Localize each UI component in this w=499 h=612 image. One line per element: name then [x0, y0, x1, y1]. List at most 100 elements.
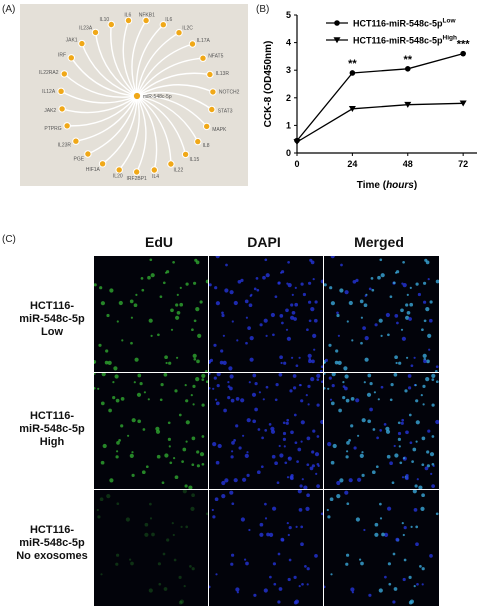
- row-label-line: High: [39, 436, 65, 448]
- gene-node: [188, 40, 197, 48]
- network-edge: [122, 20, 138, 97]
- y-axis-label: CCK-8 (OD450nm): [263, 41, 274, 128]
- gene-node: [84, 150, 92, 158]
- panel-a-label: (A): [2, 4, 16, 15]
- data-point: [293, 139, 301, 146]
- gene-node: [98, 160, 107, 168]
- gene-node: [167, 160, 175, 168]
- series-line: [296, 102, 464, 143]
- gene-node: [199, 54, 207, 62]
- gene-label: IL20: [113, 174, 123, 180]
- micrograph-low-dapi: [209, 256, 323, 372]
- gene-label: STAT3: [218, 109, 233, 115]
- network-edge: [94, 32, 138, 97]
- row-label-line: HCT116-: [29, 300, 75, 312]
- y-tick-label: 0: [286, 148, 291, 158]
- network-edge: [136, 95, 147, 173]
- network-edge: [136, 43, 193, 97]
- gene-label: IL8: [203, 143, 210, 149]
- micrograph-low-edu: [94, 256, 208, 372]
- gene-label: JAK1: [66, 38, 78, 44]
- gene-label: IL17A: [197, 38, 211, 44]
- gene-node: [159, 21, 168, 29]
- panel-b-label: (B): [256, 4, 270, 15]
- series-line: [296, 52, 464, 142]
- x-tick-label: 72: [458, 159, 468, 169]
- y-tick-label: 3: [286, 65, 291, 75]
- network-edge: [136, 57, 204, 97]
- y-tick-label: 5: [286, 10, 291, 20]
- gene-node: [133, 168, 141, 176]
- gene-node: [203, 122, 211, 131]
- micrograph-grid: [94, 256, 441, 606]
- legend-label: HCT116-miR-548c-5pLow: [353, 18, 456, 29]
- network-edge: [70, 57, 138, 97]
- gene-label: IL12A: [42, 89, 56, 95]
- gene-label: IL2C: [182, 26, 193, 32]
- gene-node: [150, 166, 159, 174]
- legend-marker: [333, 37, 341, 44]
- gene-label: NFKB1: [139, 13, 155, 19]
- gene-label: IL6: [124, 13, 131, 19]
- gene-node: [175, 29, 183, 37]
- gene-label: MAPK: [212, 127, 227, 133]
- column-header-merged: Merged: [354, 234, 404, 250]
- gene-label: IL4: [152, 174, 159, 180]
- gene-node: [107, 20, 116, 29]
- micrograph-no-exosomes-merged: [324, 490, 439, 606]
- legend-marker: [334, 20, 340, 26]
- row-label-line: Low: [41, 326, 63, 338]
- gene-label: IL13R: [216, 71, 230, 77]
- y-tick-label: 4: [286, 38, 291, 48]
- gene-node: [115, 166, 123, 174]
- network-edge: [60, 90, 138, 104]
- gene-node: [67, 54, 75, 62]
- y-tick-label: 1: [286, 120, 291, 130]
- data-point: [460, 50, 466, 57]
- gene-label: NOTCH2: [219, 90, 240, 96]
- row-label-line: HCT116-: [29, 524, 75, 536]
- gene-label: NFAT5: [208, 53, 223, 59]
- row-label-line: No exosomes: [16, 550, 88, 562]
- gene-node: [208, 105, 216, 114]
- network-edge: [87, 95, 138, 155]
- network-edge: [61, 95, 138, 114]
- gene-label: IRF2BP1: [127, 176, 148, 182]
- center-mirna-label: miR-548c-5p: [143, 94, 172, 100]
- gene-node: [58, 105, 66, 113]
- gene-label: IRF: [58, 53, 66, 59]
- gene-label: IL22RA2: [39, 70, 59, 76]
- gene-node: [91, 28, 100, 37]
- gene-label: IL22: [174, 167, 184, 173]
- data-point: [348, 106, 356, 113]
- gene-node: [142, 16, 150, 25]
- gene-node: [194, 137, 202, 146]
- gene-label: PGE: [74, 157, 85, 163]
- y-tick-label: 2: [286, 93, 291, 103]
- gene-label: HIF1A: [86, 167, 101, 173]
- column-header-edu: EdU: [145, 234, 173, 250]
- micrograph-high-dapi: [209, 373, 323, 489]
- significance-label: **: [403, 54, 412, 66]
- row-label-line: miR-548c-5p: [19, 537, 85, 549]
- network-graph: NFKB1 IL6 IL2C IL17A NFAT5 IL13R NOTCH2 STAT3 MA…: [39, 13, 240, 183]
- network-edge: [136, 91, 213, 111]
- center-mirna-node: [132, 91, 142, 101]
- significance-label: **: [348, 58, 357, 70]
- gene-node: [209, 88, 217, 96]
- network-edge: [135, 24, 164, 97]
- gene-label: IL23R: [58, 143, 72, 149]
- row-label-line: HCT116-: [29, 410, 75, 422]
- legend-label: HCT116-miR-548c-5pHigh: [353, 35, 457, 46]
- row-label-high: HCT116- miR-548c-5p High: [10, 410, 94, 449]
- network-edge: [136, 95, 208, 127]
- gene-label: PTPRG: [44, 126, 61, 132]
- row-label-line: miR-548c-5p: [19, 423, 85, 435]
- gene-node: [57, 87, 65, 96]
- gene-label: IL23A: [79, 25, 93, 31]
- x-axis-label: Time (hours): [357, 180, 417, 191]
- row-label-line: miR-548c-5p: [19, 313, 85, 325]
- micrograph-high-edu: [94, 373, 208, 489]
- data-point: [349, 70, 356, 76]
- row-label-no-exosomes: HCT116- miR-548c-5p No exosomes: [10, 524, 94, 563]
